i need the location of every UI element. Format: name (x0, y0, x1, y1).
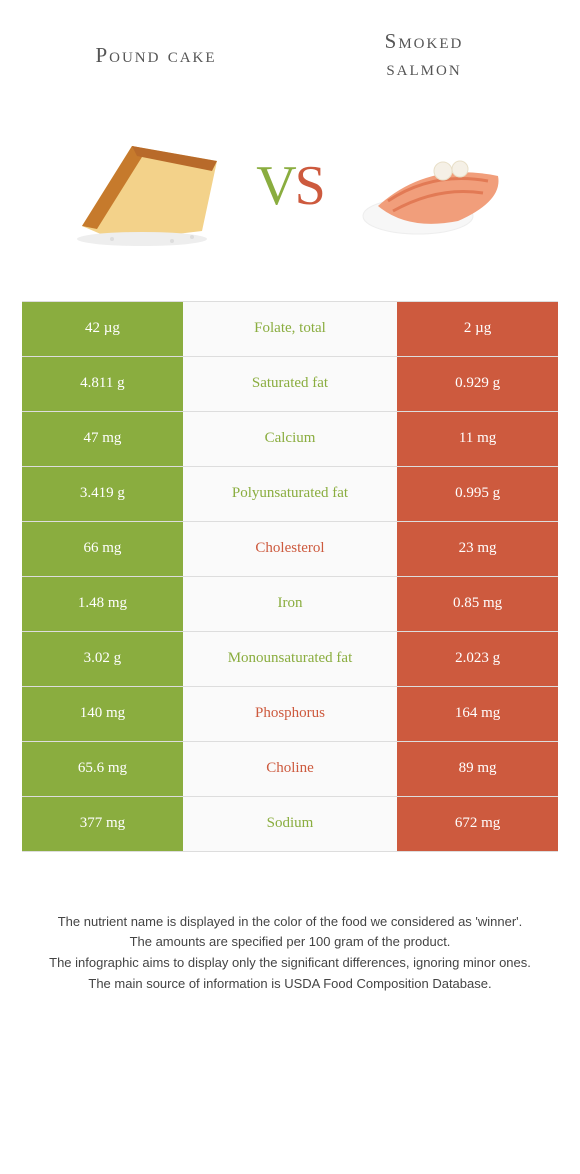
nutrient-label: Calcium (183, 412, 397, 466)
title-left: Pound cake (22, 43, 290, 68)
pound-cake-image (62, 121, 232, 251)
table-row: 3.02 gMonounsaturated fat2.023 g (22, 632, 558, 687)
title-right: Smoked salmon (290, 28, 558, 83)
table-row: 377 mgSodium672 mg (22, 797, 558, 852)
left-value: 3.419 g (22, 467, 183, 521)
left-value: 66 mg (22, 522, 183, 576)
right-value: 0.995 g (397, 467, 558, 521)
hero-row: VS (22, 111, 558, 261)
title-right-line2: salmon (386, 56, 461, 80)
footnotes: The nutrient name is displayed in the co… (22, 912, 558, 995)
left-value: 1.48 mg (22, 577, 183, 631)
left-value: 42 µg (22, 302, 183, 356)
footnote-2: The amounts are specified per 100 gram o… (32, 932, 548, 953)
nutrient-label: Choline (183, 742, 397, 796)
left-value: 65.6 mg (22, 742, 183, 796)
table-row: 140 mgPhosphorus164 mg (22, 687, 558, 742)
table-row: 65.6 mgCholine89 mg (22, 742, 558, 797)
footnote-1: The nutrient name is displayed in the co… (32, 912, 548, 933)
left-value: 3.02 g (22, 632, 183, 686)
left-value: 47 mg (22, 412, 183, 466)
right-value: 164 mg (397, 687, 558, 741)
nutrient-label: Cholesterol (183, 522, 397, 576)
nutrient-label: Saturated fat (183, 357, 397, 411)
nutrient-label: Folate, total (183, 302, 397, 356)
footnote-3: The infographic aims to display only the… (32, 953, 548, 974)
footnote-4: The main source of information is USDA F… (32, 974, 548, 995)
nutrient-label: Iron (183, 577, 397, 631)
right-value: 11 mg (397, 412, 558, 466)
table-row: 3.419 gPolyunsaturated fat0.995 g (22, 467, 558, 522)
right-value: 23 mg (397, 522, 558, 576)
nutrient-label: Phosphorus (183, 687, 397, 741)
table-row: 66 mgCholesterol23 mg (22, 522, 558, 577)
title-row: Pound cake Smoked salmon (22, 28, 558, 83)
nutrient-label: Monounsaturated fat (183, 632, 397, 686)
table-row: 42 µgFolate, total2 µg (22, 302, 558, 357)
title-right-line1: Smoked (385, 29, 464, 53)
table-row: 4.811 gSaturated fat0.929 g (22, 357, 558, 412)
smoked-salmon-image (348, 121, 518, 251)
table-row: 47 mgCalcium11 mg (22, 412, 558, 467)
right-value: 89 mg (397, 742, 558, 796)
right-value: 672 mg (397, 797, 558, 851)
left-value: 140 mg (22, 687, 183, 741)
nutrient-label: Sodium (183, 797, 397, 851)
table-row: 1.48 mgIron0.85 mg (22, 577, 558, 632)
vs-label: VS (256, 154, 324, 218)
nutrient-table: 42 µgFolate, total2 µg4.811 gSaturated f… (22, 301, 558, 852)
right-value: 2 µg (397, 302, 558, 356)
right-value: 0.929 g (397, 357, 558, 411)
left-value: 377 mg (22, 797, 183, 851)
nutrient-label: Polyunsaturated fat (183, 467, 397, 521)
vs-s: S (295, 154, 324, 218)
vs-v: V (256, 154, 294, 218)
left-value: 4.811 g (22, 357, 183, 411)
right-value: 0.85 mg (397, 577, 558, 631)
right-value: 2.023 g (397, 632, 558, 686)
